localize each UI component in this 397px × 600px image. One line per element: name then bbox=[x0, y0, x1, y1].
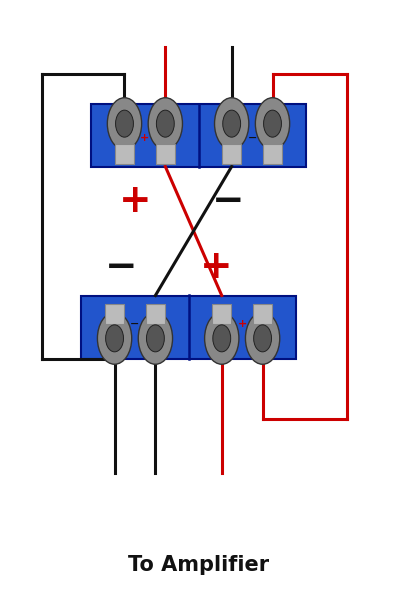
Text: +: + bbox=[140, 133, 150, 143]
Circle shape bbox=[255, 98, 290, 149]
Bar bbox=[146, 304, 165, 325]
Text: −: − bbox=[130, 319, 140, 329]
Bar bbox=[263, 144, 282, 164]
Text: +: + bbox=[237, 319, 247, 329]
Circle shape bbox=[254, 325, 272, 352]
Bar bbox=[91, 103, 306, 166]
Circle shape bbox=[148, 98, 183, 149]
Text: To Amplifier: To Amplifier bbox=[128, 555, 269, 575]
Circle shape bbox=[204, 313, 239, 364]
Circle shape bbox=[223, 110, 241, 137]
Bar bbox=[253, 304, 272, 325]
Text: −: − bbox=[247, 133, 257, 143]
Text: +: + bbox=[119, 182, 151, 220]
Bar bbox=[222, 144, 241, 164]
Bar bbox=[105, 304, 124, 325]
Bar bbox=[115, 144, 134, 164]
Circle shape bbox=[264, 110, 281, 137]
Circle shape bbox=[116, 110, 133, 137]
Circle shape bbox=[156, 110, 174, 137]
Bar bbox=[81, 295, 296, 358]
Circle shape bbox=[138, 313, 173, 364]
Text: −: − bbox=[105, 248, 137, 286]
Circle shape bbox=[245, 313, 280, 364]
Circle shape bbox=[97, 313, 132, 364]
Circle shape bbox=[213, 325, 231, 352]
Text: −: − bbox=[212, 182, 245, 220]
Bar bbox=[156, 144, 175, 164]
Circle shape bbox=[146, 325, 164, 352]
Bar bbox=[212, 304, 231, 325]
Circle shape bbox=[107, 98, 142, 149]
Text: +: + bbox=[200, 248, 233, 286]
Circle shape bbox=[106, 325, 123, 352]
Circle shape bbox=[214, 98, 249, 149]
